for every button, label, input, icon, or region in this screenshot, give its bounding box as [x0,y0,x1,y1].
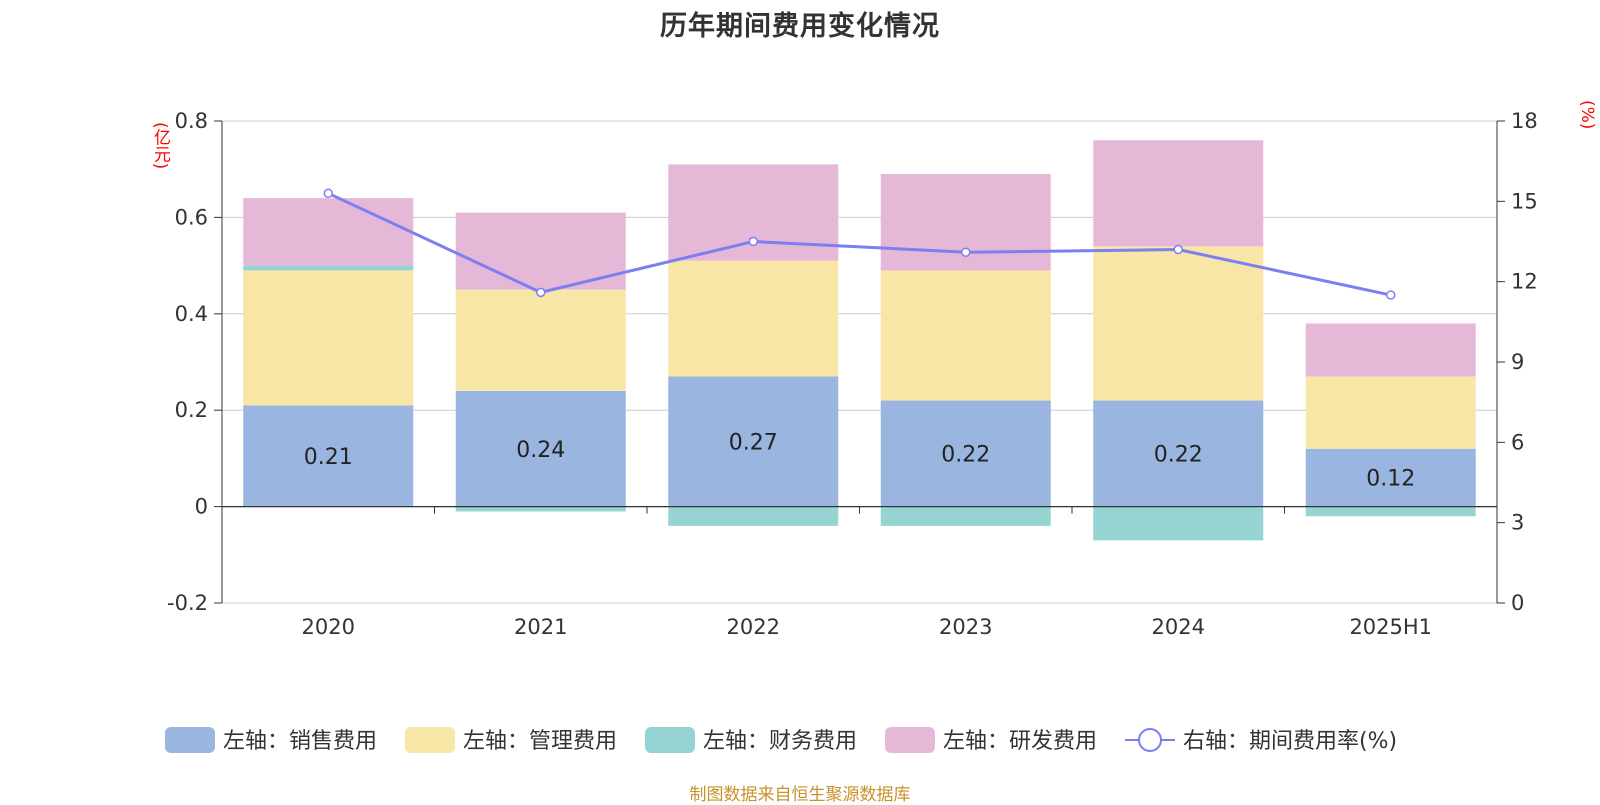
legend-swatch [165,727,215,753]
bar [1093,506,1264,541]
bar [455,212,626,290]
bar [455,506,626,512]
right-tick-label: 12 [1511,270,1538,294]
bar [668,164,839,261]
bar [243,198,414,266]
bar [668,506,839,526]
x-tick-label: 2025H1 [1349,615,1432,639]
right-tick-label: 18 [1511,109,1538,133]
x-tick-label: 2020 [302,615,355,639]
legend-label: 右轴：期间费用率(%) [1183,729,1397,754]
bar [880,506,1051,526]
left-tick-label: 0.4 [175,302,208,326]
x-tick-label: 2024 [1152,615,1205,639]
bar [668,260,839,377]
left-tick-label: 0 [195,495,208,519]
chart-title: 历年期间费用变化情况 [660,11,940,42]
left-tick-label: -0.2 [167,591,208,615]
left-tick-label: 0.6 [175,205,208,229]
bar [1305,376,1476,449]
legend-label: 左轴：管理费用 [463,729,617,754]
bar [1093,400,1264,507]
right-tick-label: 3 [1511,511,1524,535]
left-tick-label: 0.2 [175,398,208,422]
data-label: 0.12 [1366,467,1415,492]
left-tick-label: 0.8 [175,109,208,133]
legend-marker-swatch [1138,728,1162,752]
legend-swatch [405,727,455,753]
right-tick-label: 6 [1511,430,1524,454]
rate-point [536,287,546,298]
left-axis-unit: (亿元) [150,122,170,170]
bar [455,390,626,507]
legend-label: 左轴：财务费用 [703,729,857,754]
rate-point [961,247,971,257]
bar [1093,140,1264,247]
bar [880,270,1051,401]
data-label: 0.22 [941,443,990,468]
right-tick-label: 15 [1511,189,1538,213]
right-tick-label: 9 [1511,350,1524,374]
x-tick-label: 2021 [514,615,567,639]
bar [243,270,414,406]
legend-swatch [885,727,935,753]
x-tick-label: 2023 [939,615,992,639]
rate-point [323,188,333,199]
bar [1305,448,1476,507]
x-tick-label: 2022 [727,615,780,639]
bar [1305,323,1476,377]
data-label: 0.21 [304,445,353,470]
bar [880,400,1051,507]
data-label: 0.24 [516,438,565,463]
bar [243,405,414,507]
bar [1305,506,1476,517]
rate-point [1386,290,1396,300]
rate-point [1173,244,1183,255]
bar [243,265,414,271]
bar [1093,246,1264,401]
legend-swatch [645,727,695,753]
bar [455,289,626,391]
bar [668,376,839,507]
data-label: 0.22 [1154,443,1203,468]
right-tick-label: 0 [1511,591,1524,615]
source-note: 制图数据来自恒生聚源数据库 [689,785,911,805]
rate-point [748,236,758,247]
rate-line [327,191,1392,297]
legend-label: 左轴：销售费用 [223,729,377,754]
legend-label: 左轴：研发费用 [943,729,1097,754]
data-label: 0.27 [729,431,778,456]
right-axis-unit: (%) [1577,100,1597,130]
